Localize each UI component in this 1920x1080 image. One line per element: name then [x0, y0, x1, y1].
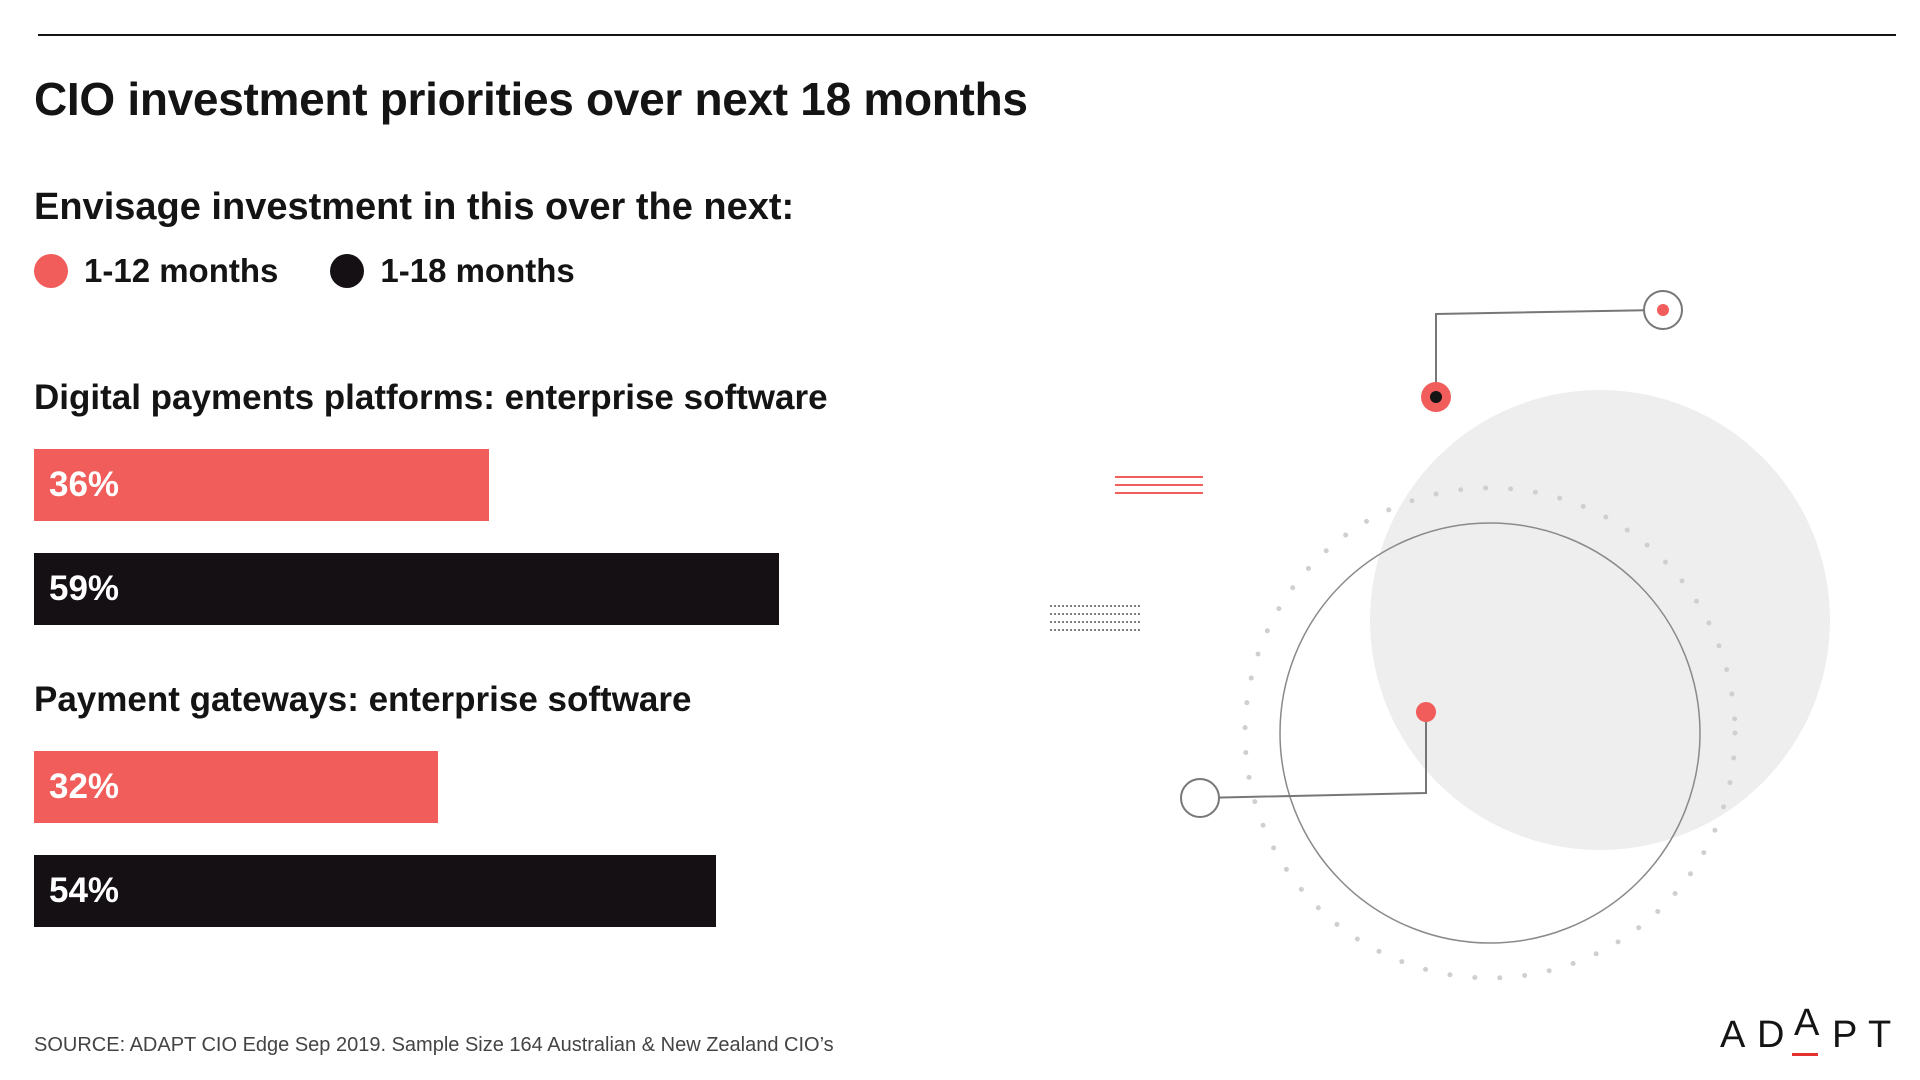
category-label-digital-payments: Digital payments platforms: enterprise s…: [34, 378, 828, 417]
adapt-logo: A D A P T: [1720, 1002, 1896, 1058]
bar-payment-gateways-1-12: 32%: [34, 751, 438, 823]
legend-label-1-18-months: 1-18 months: [380, 252, 575, 289]
logo-letter: P: [1832, 1014, 1858, 1056]
page-title: CIO investment priorities over next 18 m…: [34, 73, 1028, 125]
bar-payment-gateways-1-18: 54%: [34, 855, 716, 927]
logo-letter: D: [1757, 1014, 1785, 1056]
logo-letter: A: [1720, 1014, 1746, 1056]
bar-digital-payments-1-12: 36%: [34, 449, 489, 521]
decorative-node-red-middle: [1416, 702, 1436, 722]
legend-swatch-1-18-months: [330, 254, 365, 288]
bar-digital-payments-1-18: 59%: [34, 553, 779, 625]
decorative-node-center: [1430, 391, 1442, 403]
decorative-node-red-small: [1657, 304, 1669, 316]
data-label-digital-payments-1-18: 59%: [49, 569, 120, 608]
logo-red-underline: [1792, 1053, 1818, 1056]
source-note: SOURCE: ADAPT CIO Edge Sep 2019. Sample …: [34, 1034, 834, 1056]
data-label-payment-gateways-1-12: 32%: [49, 767, 120, 806]
decorative-connector-bottom: [1199, 712, 1427, 799]
top-rule: [38, 34, 1896, 36]
legend-item-1-18-months: 1-18 months: [330, 252, 575, 290]
legend-label-1-12-months: 1-12 months: [84, 252, 279, 289]
chart-subtitle: Envisage investment in this over the nex…: [34, 186, 795, 228]
decorative-node-outline-left: [1180, 778, 1220, 818]
data-label-digital-payments-1-12: 36%: [49, 465, 120, 504]
decorative-connector-top: [1435, 309, 1661, 397]
decorative-grey-disc: [1370, 390, 1830, 850]
decorative-dotted-ring: [1242, 485, 1738, 981]
legend-swatch-1-12-months: [34, 254, 68, 288]
data-label-payment-gateways-1-18: 54%: [49, 871, 120, 910]
category-label-payment-gateways: Payment gateways: enterprise software: [34, 680, 692, 719]
decorative-illustration: [1050, 290, 1830, 981]
logo-letter: T: [1868, 1014, 1892, 1056]
logo-letter: A: [1794, 1002, 1820, 1044]
legend: 1-12 months 1-18 months: [34, 252, 627, 290]
legend-item-1-12-months: 1-12 months: [34, 252, 278, 290]
decorative-outline-ring: [1279, 522, 1701, 944]
